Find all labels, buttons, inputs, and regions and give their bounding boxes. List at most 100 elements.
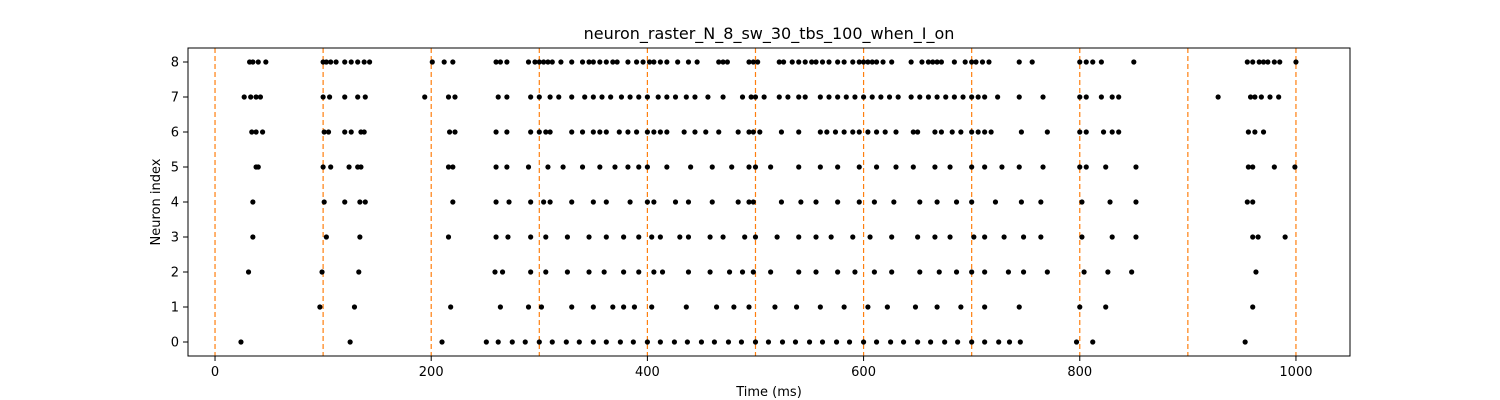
spike-n0-12 bbox=[604, 339, 609, 344]
spike-n8-57 bbox=[820, 59, 825, 64]
spike-n3-26 bbox=[867, 234, 872, 239]
spike-n6-21 bbox=[604, 129, 609, 134]
spike-n3-17 bbox=[707, 234, 712, 239]
spike-n8-40 bbox=[664, 59, 669, 64]
spike-n6-41 bbox=[833, 129, 838, 134]
spike-n6-1 bbox=[253, 129, 258, 134]
spike-n3-22 bbox=[796, 234, 801, 239]
spike-n8-19 bbox=[526, 59, 531, 64]
spike-n7-24 bbox=[628, 94, 633, 99]
spike-n4-33 bbox=[969, 199, 974, 204]
spike-n4-25 bbox=[813, 199, 818, 204]
spike-n8-2 bbox=[256, 59, 261, 64]
spike-n6-44 bbox=[857, 129, 862, 134]
y-tick-label-8: 8 bbox=[171, 56, 179, 71]
spike-n3-9 bbox=[586, 234, 591, 239]
spike-n3-11 bbox=[621, 234, 626, 239]
spike-n0-23 bbox=[753, 339, 758, 344]
spike-n8-43 bbox=[695, 59, 700, 64]
spike-n6-37 bbox=[779, 129, 784, 134]
spike-n4-39 bbox=[1133, 199, 1138, 204]
spike-n5-39 bbox=[1017, 164, 1022, 169]
x-tick-label-2: 400 bbox=[635, 365, 660, 380]
spike-n6-35 bbox=[751, 129, 756, 134]
spike-n2-36 bbox=[1129, 269, 1134, 274]
spike-n8-66 bbox=[874, 59, 879, 64]
spike-n8-13 bbox=[430, 59, 435, 64]
spike-n7-41 bbox=[803, 94, 808, 99]
spike-n2-13 bbox=[660, 269, 665, 274]
spike-n7-48 bbox=[870, 94, 875, 99]
spike-n0-21 bbox=[726, 339, 731, 344]
spike-n2-12 bbox=[651, 269, 656, 274]
spike-n7-50 bbox=[887, 94, 892, 99]
spike-n2-14 bbox=[686, 269, 691, 274]
spike-n8-83 bbox=[1077, 59, 1082, 64]
spike-n4-12 bbox=[591, 199, 596, 204]
x-axis: 0 200 400 600 800 1000 bbox=[211, 356, 1313, 380]
spike-n6-38 bbox=[796, 129, 801, 134]
spike-n6-63 bbox=[1101, 129, 1106, 134]
spike-n8-29 bbox=[591, 59, 596, 64]
spike-n4-6 bbox=[493, 199, 498, 204]
spike-n4-18 bbox=[686, 199, 691, 204]
spike-n6-47 bbox=[883, 129, 888, 134]
y-tick-label-5: 5 bbox=[171, 161, 179, 176]
spike-n8-11 bbox=[362, 59, 367, 64]
spike-n3-12 bbox=[636, 234, 641, 239]
spike-n5-13 bbox=[560, 164, 565, 169]
spike-n5-3 bbox=[328, 164, 333, 169]
spike-n7-69 bbox=[1116, 94, 1121, 99]
spike-n6-10 bbox=[452, 129, 457, 134]
spike-n3-31 bbox=[971, 234, 976, 239]
spike-n8-76 bbox=[963, 59, 968, 64]
spike-n1-3 bbox=[498, 304, 503, 309]
spike-n7-22 bbox=[608, 94, 613, 99]
spike-n8-49 bbox=[755, 59, 760, 64]
spike-n5-31 bbox=[874, 164, 879, 169]
spike-n1-21 bbox=[885, 304, 890, 309]
spike-n1-10 bbox=[632, 304, 637, 309]
spike-n7-53 bbox=[917, 94, 922, 99]
x-tick-label-0: 0 bbox=[211, 365, 219, 380]
spike-n2-27 bbox=[937, 269, 942, 274]
y-tick-label-0: 0 bbox=[171, 336, 179, 351]
spike-n7-70 bbox=[1216, 94, 1221, 99]
spike-n7-36 bbox=[753, 94, 758, 99]
spike-n7-54 bbox=[926, 94, 931, 99]
spike-n3-39 bbox=[1250, 234, 1255, 239]
spike-n8-3 bbox=[263, 59, 268, 64]
spike-n5-42 bbox=[1084, 164, 1089, 169]
spike-n0-40 bbox=[982, 339, 987, 344]
spike-n0-37 bbox=[942, 339, 947, 344]
spike-n6-2 bbox=[260, 129, 265, 134]
spike-n6-59 bbox=[1019, 129, 1024, 134]
spike-n2-28 bbox=[954, 269, 959, 274]
spike-n4-7 bbox=[506, 199, 511, 204]
spike-n6-27 bbox=[658, 129, 663, 134]
spike-n6-53 bbox=[950, 129, 955, 134]
spike-n0-41 bbox=[996, 339, 1001, 344]
spike-n6-68 bbox=[1261, 129, 1266, 134]
spike-n5-16 bbox=[612, 164, 617, 169]
spike-n8-70 bbox=[919, 59, 924, 64]
spike-n8-92 bbox=[1265, 59, 1270, 64]
y-tick-label-2: 2 bbox=[171, 266, 179, 281]
spike-n2-16 bbox=[727, 269, 732, 274]
spike-n8-56 bbox=[813, 59, 818, 64]
spike-n0-1 bbox=[348, 339, 353, 344]
spike-n3-1 bbox=[324, 234, 329, 239]
spike-n1-25 bbox=[982, 304, 987, 309]
spike-n7-42 bbox=[818, 94, 823, 99]
spike-n8-81 bbox=[1017, 59, 1022, 64]
spike-n0-9 bbox=[564, 339, 569, 344]
spike-n1-14 bbox=[731, 304, 736, 309]
spike-n0-15 bbox=[645, 339, 650, 344]
spike-n1-23 bbox=[934, 304, 939, 309]
spike-n0-7 bbox=[537, 339, 542, 344]
spike-n2-0 bbox=[246, 269, 251, 274]
spike-n3-34 bbox=[1021, 234, 1026, 239]
spike-n8-54 bbox=[803, 59, 808, 64]
spike-n5-38 bbox=[999, 164, 1004, 169]
spike-n0-2 bbox=[439, 339, 444, 344]
